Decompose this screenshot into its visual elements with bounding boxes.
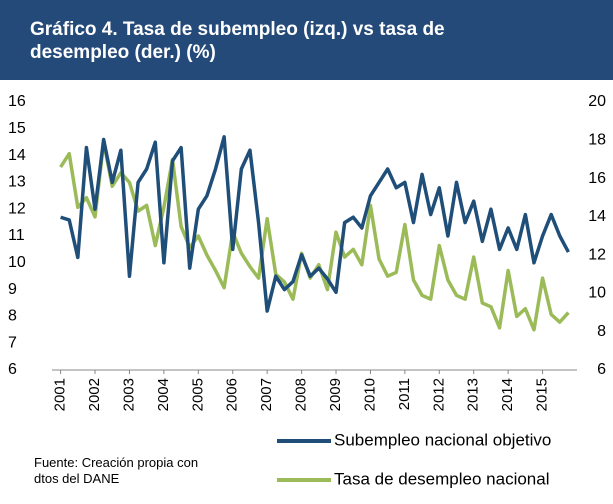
y2-tick-label: 10 (588, 285, 606, 302)
x-tick-label: 2007 (258, 378, 275, 411)
x-tick-label: 2013 (465, 378, 482, 411)
y-tick-label: 7 (8, 334, 17, 351)
y-tick-label: 14 (8, 147, 26, 164)
series-line (59, 140, 570, 332)
x-tick-label: 2012 (430, 378, 447, 411)
y2-tick-label: 18 (588, 132, 606, 149)
y2-tick-label: 16 (588, 170, 606, 187)
series-line (60, 135, 570, 313)
legend-label: Subempleo nacional objetivo (334, 430, 551, 449)
x-tick-label: 2009 (327, 378, 344, 411)
x-tick-label: 2008 (293, 378, 310, 411)
x-tick-label: 2006 (224, 378, 241, 411)
x-tick-label: 2004 (155, 378, 172, 411)
y2-tick-label: 12 (588, 246, 606, 263)
y-tick-label: 16 (8, 93, 26, 110)
y2-tick-label: 8 (597, 323, 606, 340)
x-tick-label: 2005 (189, 378, 206, 411)
y2-tick-label: 20 (588, 93, 606, 110)
y-tick-label: 15 (8, 120, 26, 137)
x-tick-label: 2014 (499, 378, 516, 411)
x-tick-label: 2001 (52, 378, 69, 411)
x-tick-label: 2011 (396, 378, 413, 410)
y-tick-label: 8 (8, 308, 17, 325)
legend-label: Tasa de desempleo nacional (334, 469, 549, 488)
y-tick-label: 9 (8, 281, 17, 298)
y-tick-label: 10 (8, 254, 26, 271)
source-note: Fuente: Creación propia con dtos del DAN… (34, 455, 199, 486)
x-tick-label: 2010 (361, 378, 378, 411)
y-tick-label: 11 (8, 227, 25, 244)
header: Gráfico 4. Tasa de subempleo (izq.) vs t… (0, 0, 613, 80)
y-tick-label: 6 (8, 361, 17, 378)
y2-tick-label: 14 (588, 208, 606, 225)
x-tick-label: 2002 (86, 378, 103, 411)
x-tick-label: 2003 (120, 378, 137, 411)
y-tick-label: 12 (8, 200, 26, 217)
y-tick-label: 13 (8, 174, 26, 191)
x-tick-label: 2015 (534, 378, 551, 411)
y2-tick-label: 6 (597, 361, 606, 378)
chart-title: Gráfico 4. Tasa de subempleo (izq.) vs t… (30, 19, 445, 63)
